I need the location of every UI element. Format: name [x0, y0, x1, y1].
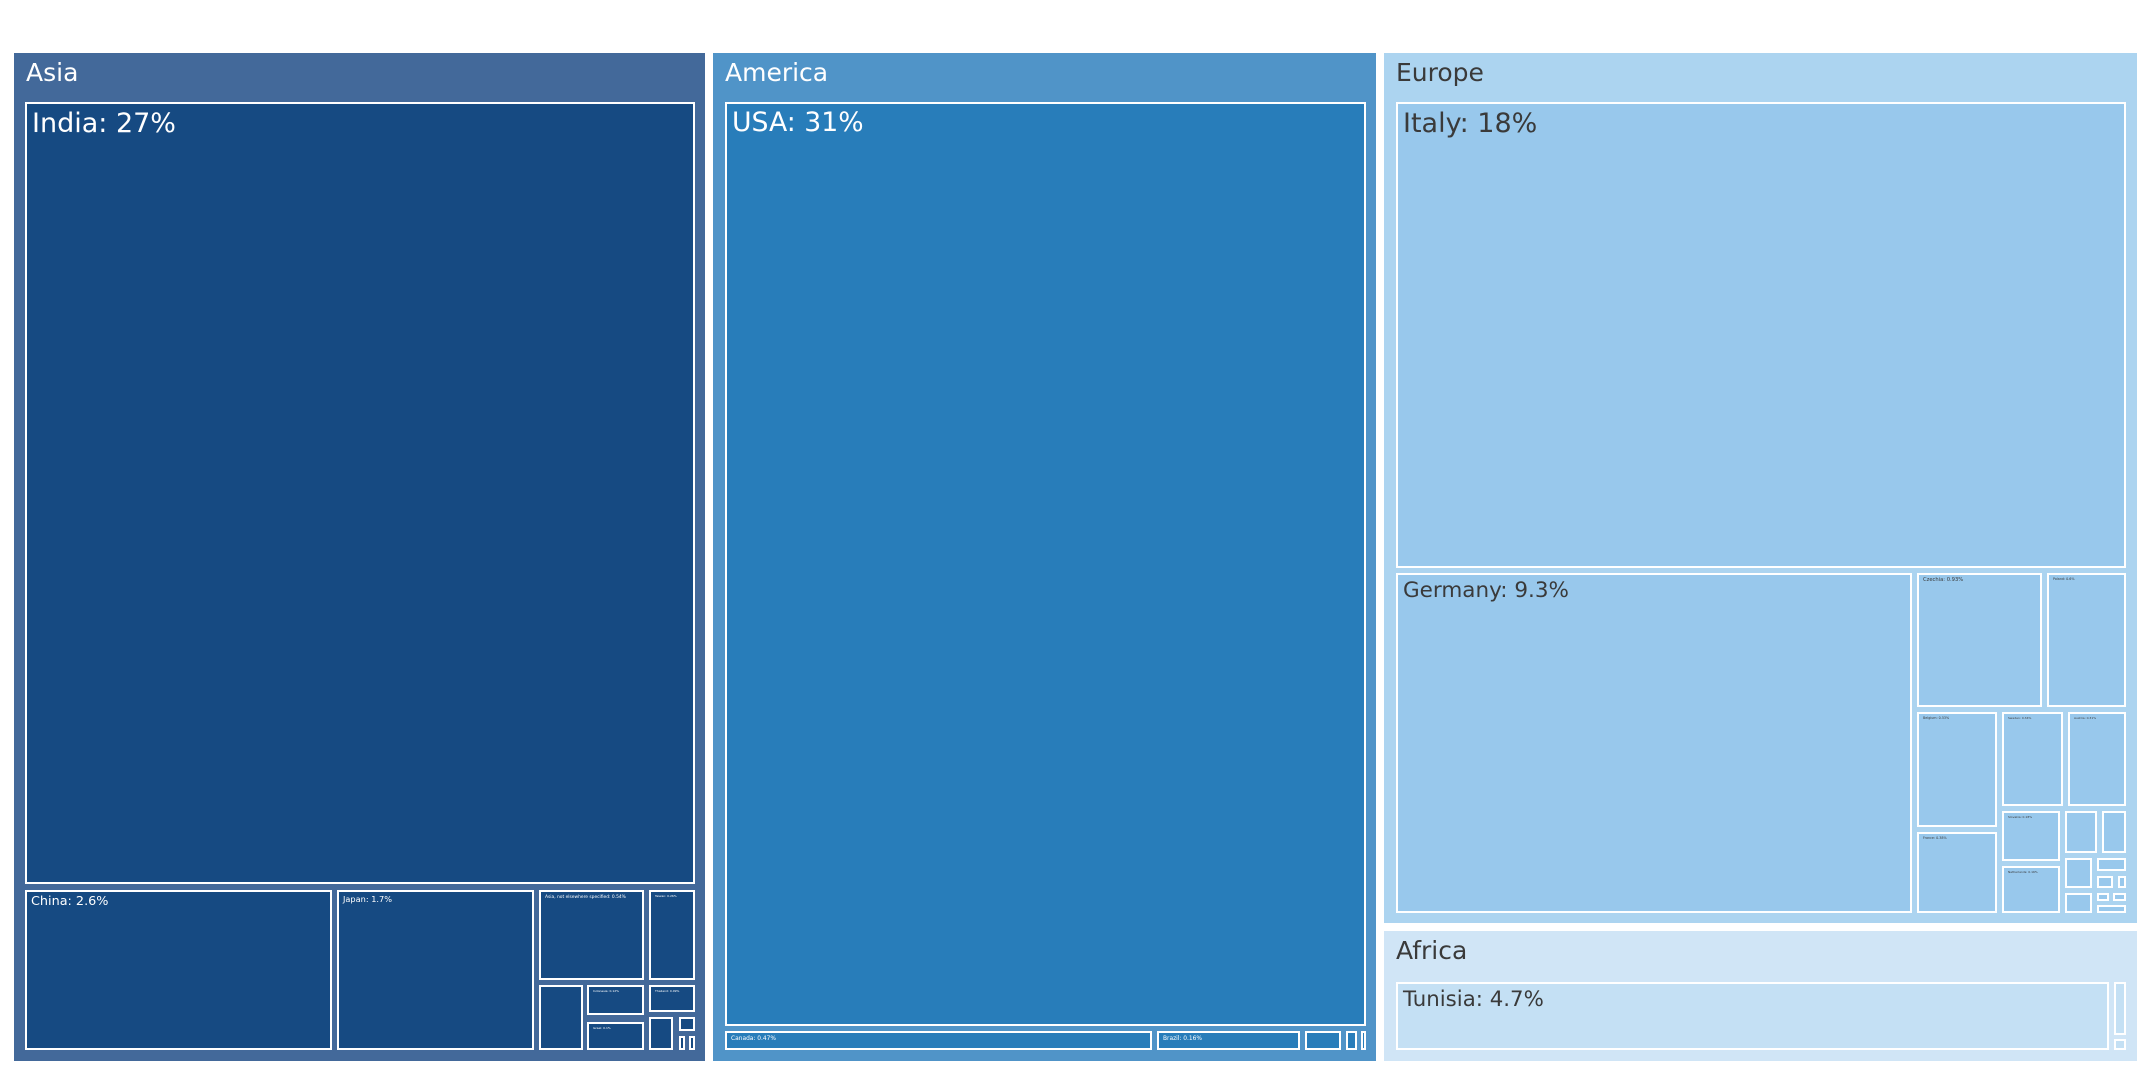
- treemap-cell-europe-12[interactable]: [2065, 858, 2092, 888]
- treemap-cell-europe-14[interactable]: [2097, 876, 2113, 888]
- treemap-cell-asia-6[interactable]: Indonesia: 0.12%: [587, 985, 644, 1015]
- cell-label-america-1: Canada: 0.47%: [731, 1036, 776, 1042]
- treemap-cell-europe-0[interactable]: Italy: 18%: [1396, 102, 2126, 568]
- cell-label-europe-7: France: 0.38%: [1923, 836, 1947, 840]
- cell-label-america-0: USA: 31%: [732, 107, 864, 138]
- cell-label-europe-8: Slovakia: 0.18%: [2008, 815, 2033, 819]
- treemap-cell-america-2[interactable]: Brazil: 0.16%: [1157, 1031, 1300, 1050]
- cell-label-asia-2: Japan: 1.7%: [343, 894, 392, 904]
- treemap-cell-europe-4[interactable]: Belgium: 0.53%: [1917, 712, 1997, 827]
- treemap-cell-europe-16[interactable]: [2065, 893, 2092, 913]
- cell-label-europe-3: Poland: 0.6%: [2053, 577, 2075, 581]
- treemap-cell-asia-12[interactable]: [689, 1036, 695, 1050]
- treemap-cell-asia-7[interactable]: Thailand: 0.09%: [649, 985, 695, 1012]
- treemap-cell-europe-5[interactable]: Sweden: 0.34%: [2002, 712, 2063, 806]
- treemap-cell-europe-1[interactable]: Germany: 9.3%: [1396, 573, 1912, 913]
- treemap-cell-europe-11[interactable]: [2102, 811, 2126, 853]
- treemap-cell-europe-3[interactable]: Poland: 0.6%: [2047, 573, 2126, 707]
- cell-label-europe-5: Sweden: 0.34%: [2008, 716, 2032, 720]
- cell-label-asia-3: Asia, not elsewhere specified: 0.54%: [545, 895, 626, 900]
- treemap-cell-asia-1[interactable]: China: 2.6%: [25, 890, 332, 1050]
- cell-label-america-2: Brazil: 0.16%: [1163, 1036, 1203, 1042]
- treemap-cell-asia-2[interactable]: Japan: 1.7%: [337, 890, 534, 1050]
- cell-label-europe-9: Netherlands: 0.16%: [2008, 870, 2038, 874]
- treemap-cell-asia-8[interactable]: Israel: 0.1%: [587, 1022, 644, 1050]
- region-label-africa: Africa: [1396, 936, 1468, 965]
- treemap-cell-europe-7[interactable]: France: 0.38%: [1917, 832, 1997, 913]
- treemap-cell-asia-11[interactable]: [679, 1036, 685, 1050]
- cell-label-europe-0: Italy: 18%: [1403, 108, 1538, 139]
- treemap-cell-africa-2[interactable]: [2114, 1039, 2126, 1050]
- treemap-cell-africa-1[interactable]: [2114, 982, 2126, 1035]
- cell-label-asia-6: Indonesia: 0.12%: [593, 989, 620, 993]
- treemap-cell-europe-17[interactable]: [2097, 893, 2109, 901]
- cell-label-asia-8: Israel: 0.1%: [593, 1026, 611, 1030]
- cell-label-asia-1: China: 2.6%: [31, 894, 109, 909]
- cell-label-europe-4: Belgium: 0.53%: [1923, 716, 1950, 720]
- cell-label-europe-2: Czechia: 0.93%: [1923, 577, 1964, 583]
- treemap-cell-europe-6[interactable]: Austria: 0.31%: [2068, 712, 2126, 806]
- region-label-america: America: [725, 58, 829, 87]
- treemap-cell-europe-2[interactable]: Czechia: 0.93%: [1917, 573, 2042, 707]
- treemap-cell-america-5[interactable]: [1361, 1031, 1366, 1050]
- treemap-cell-europe-19[interactable]: [2097, 905, 2126, 913]
- treemap-cell-america-1[interactable]: Canada: 0.47%: [725, 1031, 1152, 1050]
- treemap-cell-africa-0[interactable]: Tunisia: 4.7%: [1396, 982, 2109, 1050]
- treemap-cell-europe-18[interactable]: [2113, 893, 2126, 901]
- treemap-cell-europe-10[interactable]: [2065, 811, 2097, 853]
- treemap-cell-asia-9[interactable]: [649, 1017, 673, 1050]
- cell-label-africa-0: Tunisia: 4.7%: [1403, 987, 1544, 1012]
- cell-label-europe-6: Austria: 0.31%: [2074, 716, 2097, 720]
- treemap-cell-asia-10[interactable]: [679, 1017, 695, 1031]
- treemap-cell-europe-9[interactable]: Netherlands: 0.16%: [2002, 866, 2060, 913]
- cell-label-asia-0: India: 27%: [32, 108, 176, 139]
- cell-label-asia-4: Taiwan: 0.26%: [655, 894, 677, 898]
- region-label-europe: Europe: [1396, 58, 1484, 87]
- treemap-cell-asia-0[interactable]: India: 27%: [25, 102, 695, 884]
- region-label-asia: Asia: [26, 58, 79, 87]
- treemap-cell-asia-5[interactable]: [539, 985, 583, 1050]
- cell-label-europe-1: Germany: 9.3%: [1403, 578, 1569, 603]
- treemap-cell-asia-3[interactable]: Asia, not elsewhere specified: 0.54%: [539, 890, 644, 980]
- treemap-cell-america-3[interactable]: [1305, 1031, 1341, 1050]
- cell-label-asia-7: Thailand: 0.09%: [655, 989, 680, 993]
- treemap-cell-america-0[interactable]: USA: 31%: [725, 102, 1366, 1026]
- treemap-cell-europe-15[interactable]: [2118, 876, 2126, 888]
- treemap-cell-europe-8[interactable]: Slovakia: 0.18%: [2002, 811, 2060, 861]
- treemap-cell-asia-4[interactable]: Taiwan: 0.26%: [649, 890, 695, 980]
- treemap-cell-europe-13[interactable]: [2097, 858, 2126, 871]
- treemap-cell-america-4[interactable]: [1346, 1031, 1357, 1050]
